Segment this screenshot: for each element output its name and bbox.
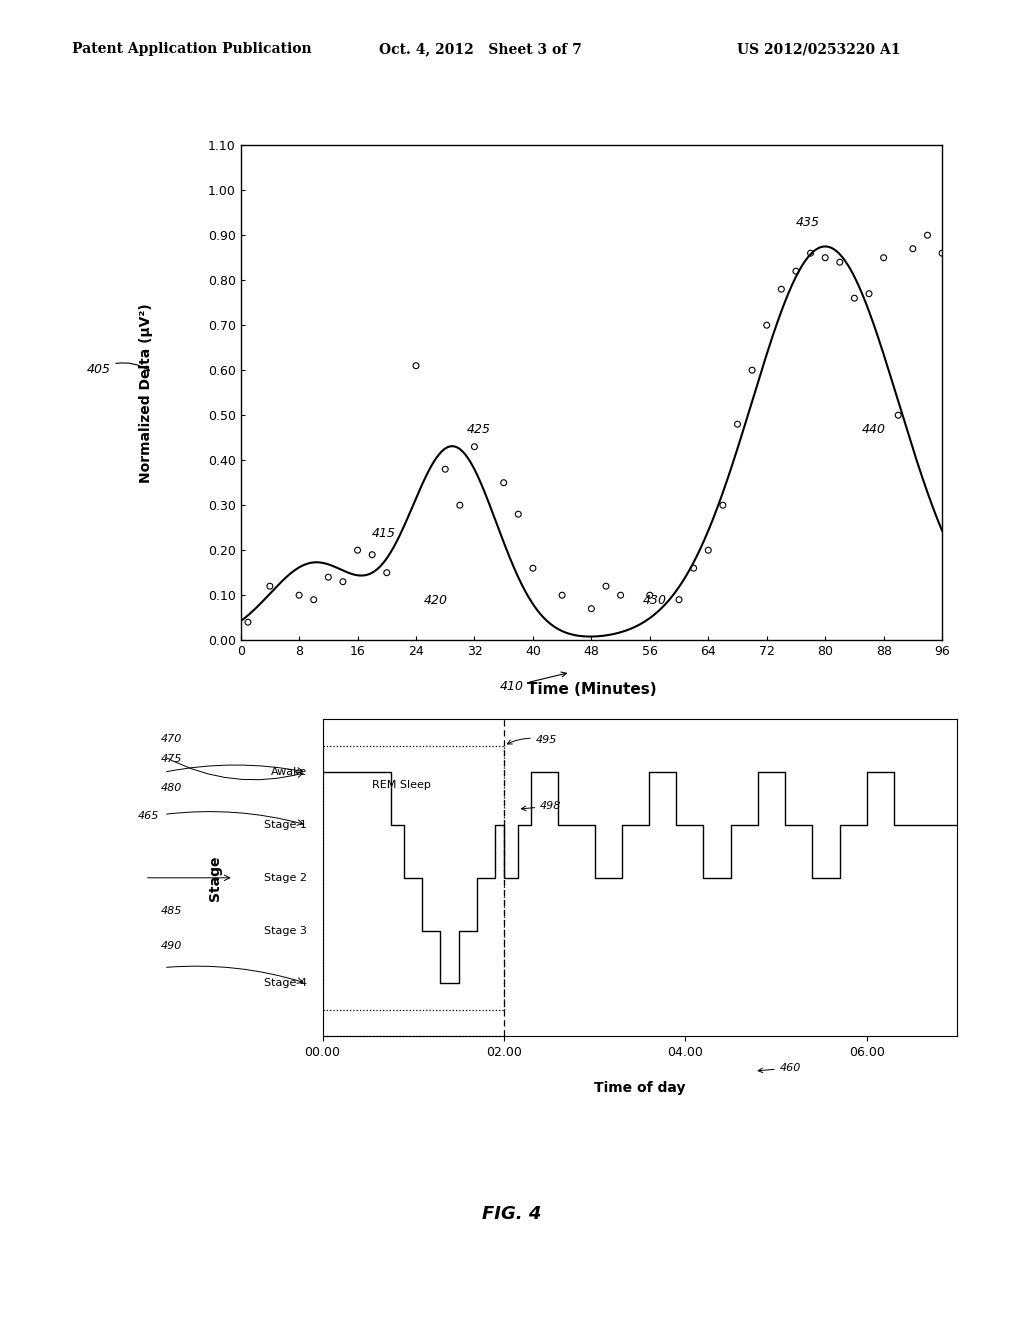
Text: 430: 430 — [642, 594, 667, 607]
Point — [291, 585, 307, 606]
Point — [321, 566, 337, 587]
Point — [759, 314, 775, 335]
Text: REM Sleep: REM Sleep — [373, 780, 431, 791]
Text: Normalized Delta (μV²): Normalized Delta (μV²) — [139, 302, 153, 483]
Point — [452, 495, 468, 516]
Point — [715, 495, 731, 516]
Text: 470: 470 — [161, 734, 182, 744]
Point — [379, 562, 395, 583]
Point — [920, 224, 936, 246]
Point — [466, 436, 482, 457]
Point — [510, 504, 526, 525]
Point — [890, 405, 906, 426]
Text: 405: 405 — [86, 363, 150, 376]
Point — [524, 557, 541, 578]
Point — [554, 585, 570, 606]
Text: 415: 415 — [372, 527, 396, 540]
Text: Stage: Stage — [208, 855, 221, 900]
Text: 495: 495 — [507, 735, 557, 746]
Text: Awake: Awake — [270, 767, 307, 777]
Point — [262, 576, 279, 597]
Text: 410: 410 — [500, 672, 566, 693]
Text: 460: 460 — [758, 1063, 801, 1073]
Point — [612, 585, 629, 606]
Text: 420: 420 — [423, 594, 447, 607]
Point — [904, 238, 921, 259]
Point — [934, 243, 950, 264]
Text: 490: 490 — [161, 941, 182, 952]
Point — [700, 540, 717, 561]
Text: 475: 475 — [161, 754, 182, 764]
Text: 480: 480 — [161, 783, 182, 793]
Text: FIG. 4: FIG. 4 — [482, 1205, 542, 1224]
Text: Stage 1: Stage 1 — [264, 820, 307, 830]
Point — [408, 355, 424, 376]
Text: Stage 2: Stage 2 — [264, 873, 307, 883]
Text: 465: 465 — [137, 810, 159, 821]
Point — [598, 576, 614, 597]
Text: Time of day: Time of day — [594, 1081, 686, 1094]
Point — [437, 458, 454, 479]
Point — [803, 243, 819, 264]
Text: Time (Minutes): Time (Minutes) — [526, 682, 656, 697]
Point — [240, 611, 256, 632]
Text: 485: 485 — [161, 906, 182, 916]
Point — [876, 247, 892, 268]
Point — [671, 589, 687, 610]
Text: Patent Application Publication: Patent Application Publication — [72, 42, 311, 57]
Point — [817, 247, 834, 268]
Point — [642, 585, 658, 606]
Point — [335, 572, 351, 593]
Point — [584, 598, 600, 619]
Point — [861, 284, 878, 305]
Point — [305, 589, 322, 610]
Point — [364, 544, 380, 565]
Point — [831, 252, 848, 273]
Point — [349, 540, 366, 561]
Point — [685, 557, 701, 578]
Point — [743, 359, 760, 380]
Point — [846, 288, 862, 309]
Text: Stage 3: Stage 3 — [264, 925, 307, 936]
Text: Stage 4: Stage 4 — [264, 978, 307, 989]
Point — [773, 279, 790, 300]
Text: 425: 425 — [467, 424, 492, 436]
Point — [787, 260, 804, 281]
Point — [496, 473, 512, 494]
Text: 440: 440 — [862, 424, 886, 436]
Text: 498: 498 — [521, 801, 561, 812]
Text: US 2012/0253220 A1: US 2012/0253220 A1 — [737, 42, 901, 57]
Text: Oct. 4, 2012   Sheet 3 of 7: Oct. 4, 2012 Sheet 3 of 7 — [379, 42, 582, 57]
Point — [729, 413, 745, 434]
Text: 435: 435 — [796, 216, 820, 230]
